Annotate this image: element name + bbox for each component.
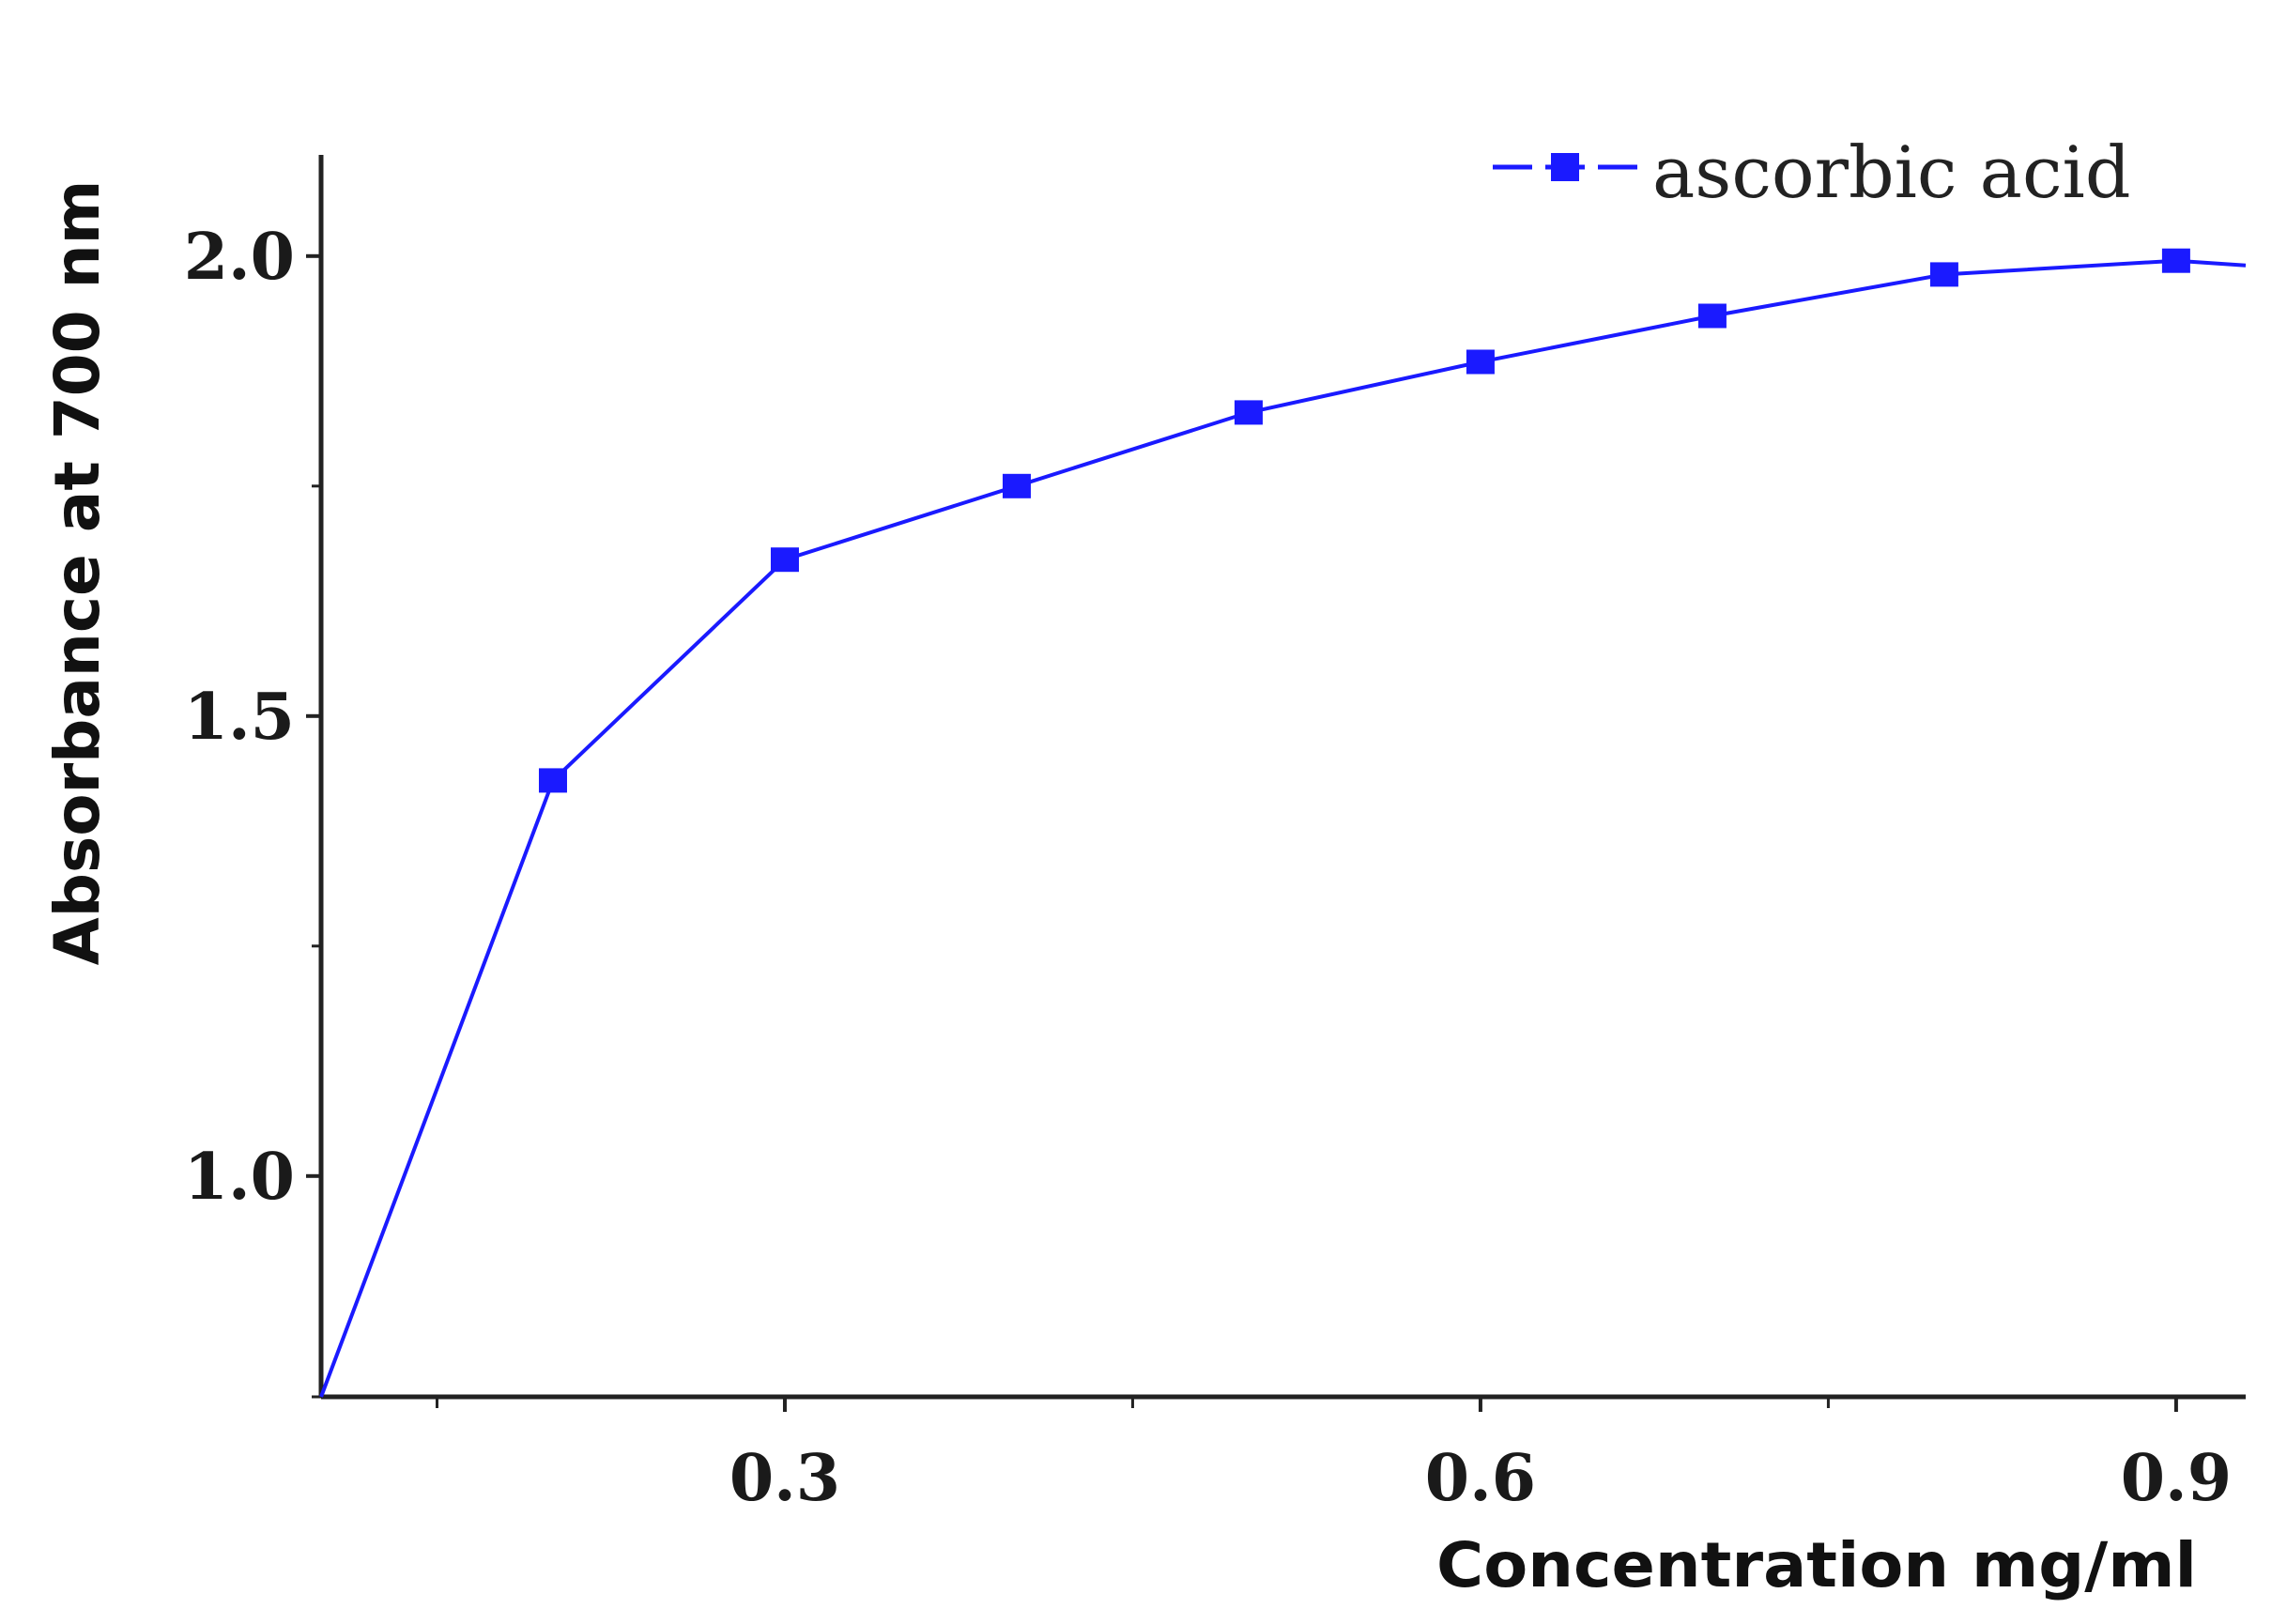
y-tick-label: 1.5 (184, 680, 295, 755)
data-point-marker (1466, 349, 1495, 375)
data-point-marker (1002, 473, 1031, 498)
series (319, 248, 2247, 1398)
legend-marker-swatch (1551, 153, 1579, 181)
axes (318, 155, 2246, 1400)
ticks: 1.0 1.5 2.0 0.3 0.6 0.9 (184, 220, 2232, 1516)
y-axis-title: Absorbance at 700 nm (41, 180, 114, 966)
y-tick-label: 1.0 (184, 1140, 295, 1215)
x-axis-title: Concentration mg/ml (1436, 1529, 2197, 1601)
data-point-marker (538, 768, 567, 793)
legend: ascorbic acid (1493, 130, 2130, 214)
data-point-marker (1929, 262, 1958, 287)
data-point-marker (770, 547, 799, 573)
x-tick-label: 0.6 (1425, 1441, 1536, 1516)
data-point-marker (1697, 303, 1727, 329)
data-point-marker (1234, 400, 1263, 425)
y-tick-label: 2.0 (184, 220, 295, 295)
x-tick-label: 0.3 (729, 1441, 840, 1516)
series-line-0 (319, 258, 2247, 1398)
data-point-marker (2161, 248, 2190, 273)
legend-label: ascorbic acid (1652, 130, 2130, 214)
x-tick-label: 0.9 (2121, 1441, 2232, 1516)
